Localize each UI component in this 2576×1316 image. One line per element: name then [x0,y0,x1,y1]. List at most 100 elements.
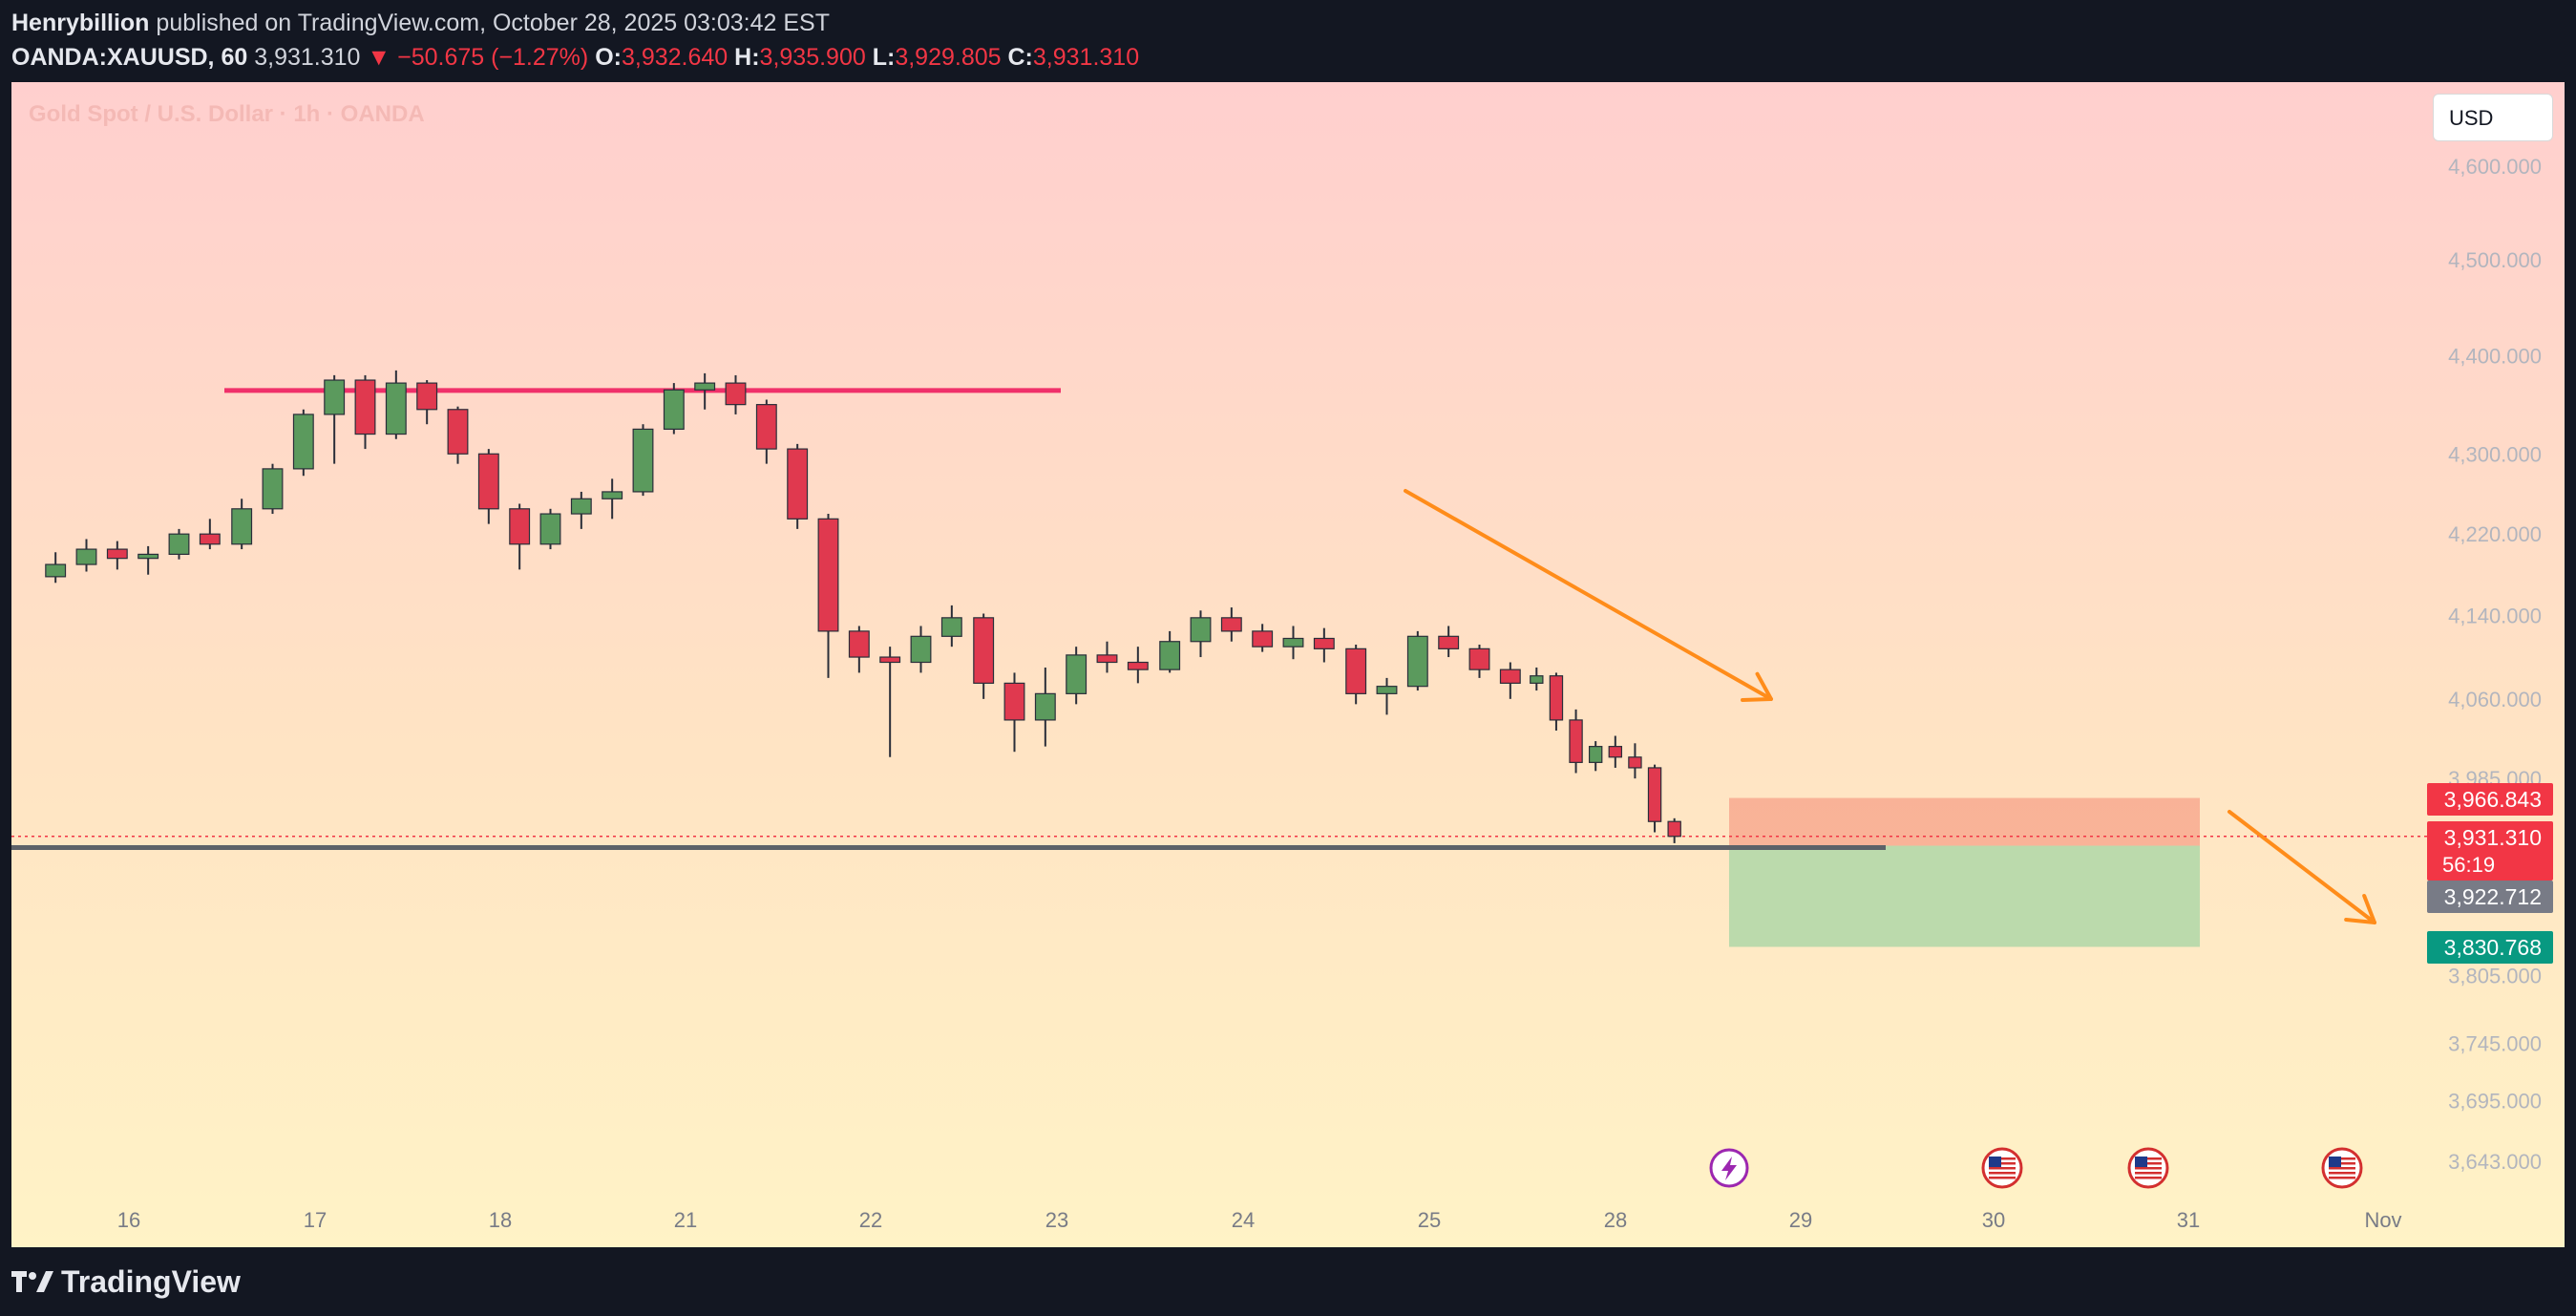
candle-22-6[interactable] [940,605,962,647]
candle-16-5[interactable] [168,528,190,560]
entry-price-tag[interactable]: 3,922.712 [2427,881,2553,913]
candle-17-6[interactable] [385,370,407,439]
down-arrow-annotation-2[interactable] [2228,810,2376,924]
us-flag-stripe [2329,1162,2355,1165]
price-tag-text: 3,931.310 [2444,825,2542,850]
author-name[interactable]: Henrybillion [11,10,150,36]
candle-17-1[interactable] [231,499,253,550]
candle-23-6[interactable] [1127,647,1149,684]
lightning-icon[interactable] [1709,1148,1749,1188]
candle-22-4[interactable] [879,647,901,757]
candle-21-1[interactable] [602,478,623,520]
y-tick-label: 4,500.000 [2448,248,2542,272]
candle-24-6[interactable] [1313,627,1335,663]
candle-18-6[interactable] [570,491,592,529]
candle-17-4[interactable] [324,374,346,464]
current-price-tag[interactable]: 3,931.310 56:19 [2427,821,2553,881]
us-flag-stripe [1989,1177,2016,1179]
us-flag-stripe [1989,1167,2016,1170]
candle-23-1[interactable] [973,613,995,699]
us-flag-icon[interactable] [2321,1147,2363,1189]
candle-18-4[interactable] [509,503,531,570]
stop-loss-zone[interactable] [1729,797,2200,846]
candle-16-1[interactable] [45,552,67,584]
candle-16-3[interactable] [106,541,128,570]
candle-22-3[interactable] [848,626,870,673]
chart-background [11,82,2565,1247]
candle-25-3[interactable] [1406,630,1428,691]
candle-28-3[interactable] [1569,709,1583,774]
us-flag-canton [2329,1157,2341,1167]
candle-22-5[interactable] [910,626,932,673]
us-flag-stripe [2135,1162,2162,1165]
candle-28-1[interactable] [1530,667,1544,691]
candle-28-2[interactable] [1549,672,1564,731]
stop-price-tag[interactable]: 3,966.843 [2427,783,2553,816]
price-tag-text: 3,830.768 [2444,935,2542,960]
currency-button[interactable]: USD [2433,94,2553,141]
candle-25-5[interactable] [1468,644,1490,678]
change-value: −50.675 (−1.27%) [397,44,589,71]
candle-body [1499,669,1521,684]
candle-23-4[interactable] [1066,647,1087,705]
tradingview-logo[interactable]: TradingView [11,1259,241,1305]
candle-17-2[interactable] [262,463,284,515]
candle-28-7[interactable] [1647,764,1662,833]
take-profit-zone[interactable] [1729,845,2200,947]
candle-18-3[interactable] [477,449,499,524]
candle-21-4[interactable] [694,372,716,410]
symbol-label[interactable]: OANDA:XAUUSD, 60 [11,44,248,71]
high-value: 3,935.900 [759,44,866,71]
candle-28-4[interactable] [1588,741,1603,772]
candle-25-6[interactable] [1499,662,1521,699]
candle-17-3[interactable] [292,409,314,477]
candle-21-3[interactable] [663,383,685,435]
us-flag-icon[interactable] [2127,1147,2169,1189]
candle-25-4[interactable] [1438,626,1460,658]
candle-21-6[interactable] [755,399,777,464]
candle-body [1252,630,1274,647]
countdown-text: 56:19 [2442,853,2495,877]
y-tick-label: 3,805.000 [2448,965,2542,988]
us-flag-icon[interactable] [1981,1147,2023,1189]
price-tag-text: 3,922.712 [2444,884,2542,909]
candle-28-6[interactable] [1628,743,1642,779]
candle-22-1[interactable] [787,443,809,529]
candle-21-2[interactable] [632,424,654,497]
candle-21-5[interactable] [725,374,747,414]
candle-18-2[interactable] [447,406,469,464]
candle-body [75,548,97,565]
candle-24-2[interactable] [1190,610,1212,658]
candle-25-1[interactable] [1345,644,1367,705]
candle-16-2[interactable] [75,539,97,572]
candle-24-1[interactable] [1159,630,1181,673]
price-tag-text: 3,966.843 [2444,787,2542,812]
candle-25-2[interactable] [1376,677,1398,715]
candle-24-5[interactable] [1282,626,1304,660]
candle-23-3[interactable] [1034,667,1056,747]
y-tick-label: 3,745.000 [2448,1032,2542,1056]
candle-23-2[interactable] [1003,672,1025,753]
us-flag-stripe [2329,1167,2355,1170]
candle-17-5[interactable] [354,374,376,450]
candle-23-5[interactable] [1096,641,1118,673]
candle-18-5[interactable] [539,508,561,550]
price-tag-bg [2427,783,2553,816]
x-tick-label: 25 [1418,1208,1441,1232]
candle-22-2[interactable] [817,514,839,678]
candle-body [1530,675,1544,684]
candle-body [1034,692,1056,721]
candle-18-1[interactable] [416,380,438,425]
candle-24-4[interactable] [1252,624,1274,652]
target-price-tag[interactable]: 3,830.768 [2427,931,2553,964]
candle-body [45,563,67,578]
candle-body [570,498,592,515]
candle-24-3[interactable] [1220,607,1242,642]
down-arrow-annotation-1[interactable] [1404,489,1773,702]
candle-28-5[interactable] [1608,735,1623,768]
candle-16-6[interactable] [199,519,221,550]
candle-16-4[interactable] [137,545,159,575]
candle-28-8[interactable] [1667,817,1681,843]
x-tick-label: 21 [674,1208,697,1232]
